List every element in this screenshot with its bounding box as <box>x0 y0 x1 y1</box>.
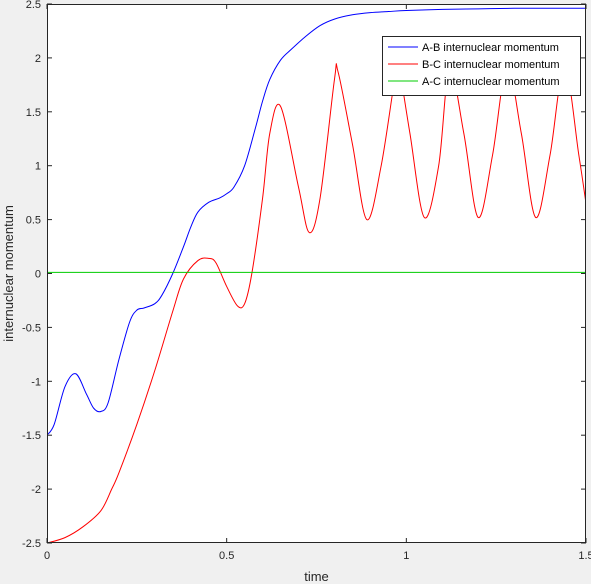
legend-entry-1: A-B internuclear momentum <box>422 42 559 54</box>
y-tick-label: -1 <box>31 376 41 388</box>
y-tick-label: 2 <box>35 53 41 65</box>
series-line-2 <box>47 61 586 543</box>
y-tick-label: 0.5 <box>26 215 41 227</box>
x-tick-label: 0 <box>44 550 50 562</box>
legend-entry-3: A-C internuclear momentum <box>422 76 560 88</box>
legend-box <box>382 36 581 96</box>
y-tick-label: -1.5 <box>22 430 41 442</box>
y-axis-label: internuclear momentum <box>1 205 16 342</box>
x-tick-label: 0.5 <box>219 550 234 562</box>
y-tick-label: -2 <box>31 484 41 496</box>
y-tick-label: -0.5 <box>22 322 41 334</box>
x-tick-label: 1.5 <box>578 550 591 562</box>
legend: A-B internuclear momentum B-C internuclea… <box>382 36 581 96</box>
tick-layer: 0 0.5 1 1.5 -2.5 -2 -1.5 -1 -0.5 0 0.5 1 1.5 2 2.5 <box>22 0 591 562</box>
y-tick-label: -2.5 <box>22 538 41 550</box>
series-layer <box>47 7 586 543</box>
y-tick-label: 1.5 <box>26 107 41 119</box>
y-tick-label: 2.5 <box>26 0 41 11</box>
x-axis-label: time <box>304 569 329 584</box>
y-tick-label: 0 <box>35 269 41 281</box>
x-tick-label: 1 <box>403 550 409 562</box>
series-line-1 <box>47 7 586 436</box>
y-tick-label: 1 <box>35 161 41 173</box>
legend-entry-2: B-C internuclear momentum <box>422 59 560 71</box>
